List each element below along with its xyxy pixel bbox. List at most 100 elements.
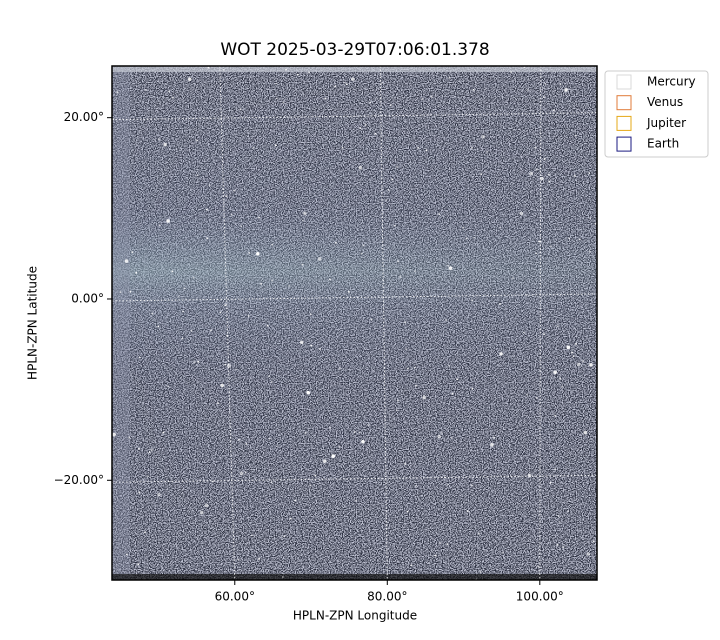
star — [417, 146, 420, 149]
star — [148, 451, 151, 454]
star — [567, 510, 569, 513]
star — [258, 557, 261, 560]
star — [190, 330, 193, 332]
star — [558, 521, 561, 524]
star — [135, 271, 138, 274]
star — [564, 88, 568, 92]
star — [338, 446, 341, 448]
legend-swatch — [616, 136, 632, 152]
star — [283, 535, 285, 538]
star — [556, 325, 559, 327]
star — [324, 97, 327, 100]
star — [471, 387, 474, 390]
star — [128, 436, 131, 439]
star — [310, 344, 313, 347]
star — [447, 264, 450, 267]
star — [538, 240, 541, 243]
star — [275, 82, 278, 85]
star — [466, 510, 469, 513]
star — [478, 532, 480, 535]
star — [322, 459, 327, 463]
star — [237, 558, 240, 561]
star — [187, 77, 192, 81]
star — [589, 250, 591, 253]
star — [361, 439, 365, 444]
star — [543, 157, 546, 160]
star — [499, 352, 503, 356]
star — [302, 219, 305, 222]
star — [559, 377, 562, 380]
star — [299, 340, 304, 345]
star — [282, 101, 285, 104]
star — [172, 96, 174, 99]
star — [296, 73, 299, 76]
star — [395, 409, 398, 412]
star — [177, 295, 180, 298]
star — [414, 270, 416, 273]
star — [578, 238, 581, 241]
star — [396, 166, 399, 168]
star — [486, 150, 489, 153]
star — [285, 68, 287, 71]
star — [244, 471, 247, 474]
star — [353, 431, 356, 433]
star — [406, 510, 409, 513]
star — [209, 329, 212, 332]
star — [576, 362, 581, 367]
star — [227, 364, 231, 368]
star — [471, 146, 473, 149]
star — [548, 173, 550, 176]
star — [557, 515, 560, 518]
x-axis-label: HPLN-ZPN Longitude — [293, 609, 417, 623]
star — [370, 318, 373, 321]
star — [144, 531, 146, 534]
star — [490, 443, 494, 447]
star — [465, 237, 468, 240]
star — [197, 360, 200, 363]
star — [451, 392, 454, 395]
star — [438, 213, 441, 216]
star — [362, 244, 365, 247]
star — [535, 252, 538, 255]
star — [588, 172, 591, 175]
star — [473, 236, 475, 239]
star — [434, 554, 437, 557]
star — [224, 304, 227, 307]
star — [182, 310, 185, 313]
star — [138, 447, 140, 450]
star — [268, 375, 270, 378]
y-tick-label: −20.00° — [54, 473, 104, 487]
star — [359, 127, 362, 129]
star — [157, 325, 160, 328]
star — [256, 252, 260, 256]
star — [235, 368, 238, 371]
star — [112, 432, 116, 437]
star — [205, 208, 208, 211]
star — [224, 363, 227, 366]
legend — [604, 70, 709, 158]
star — [358, 431, 361, 434]
star — [568, 237, 570, 240]
star — [556, 543, 559, 546]
star — [574, 174, 576, 177]
star — [258, 216, 260, 219]
star — [200, 510, 204, 515]
star — [252, 147, 255, 149]
star — [329, 427, 332, 429]
star — [271, 279, 273, 282]
star — [510, 71, 512, 73]
star — [281, 576, 284, 578]
star — [499, 303, 501, 305]
star — [124, 259, 129, 263]
star — [288, 284, 290, 287]
star — [559, 83, 562, 86]
star — [247, 315, 250, 317]
star — [404, 321, 407, 324]
star — [270, 380, 273, 383]
star — [319, 348, 321, 350]
y-axis-label: HPLN-ZPN Latitude — [26, 266, 40, 380]
chart-title: WOT 2025-03-29T07:06:01.378 — [220, 40, 489, 60]
star — [523, 331, 525, 334]
star — [131, 251, 134, 254]
star — [119, 291, 122, 294]
